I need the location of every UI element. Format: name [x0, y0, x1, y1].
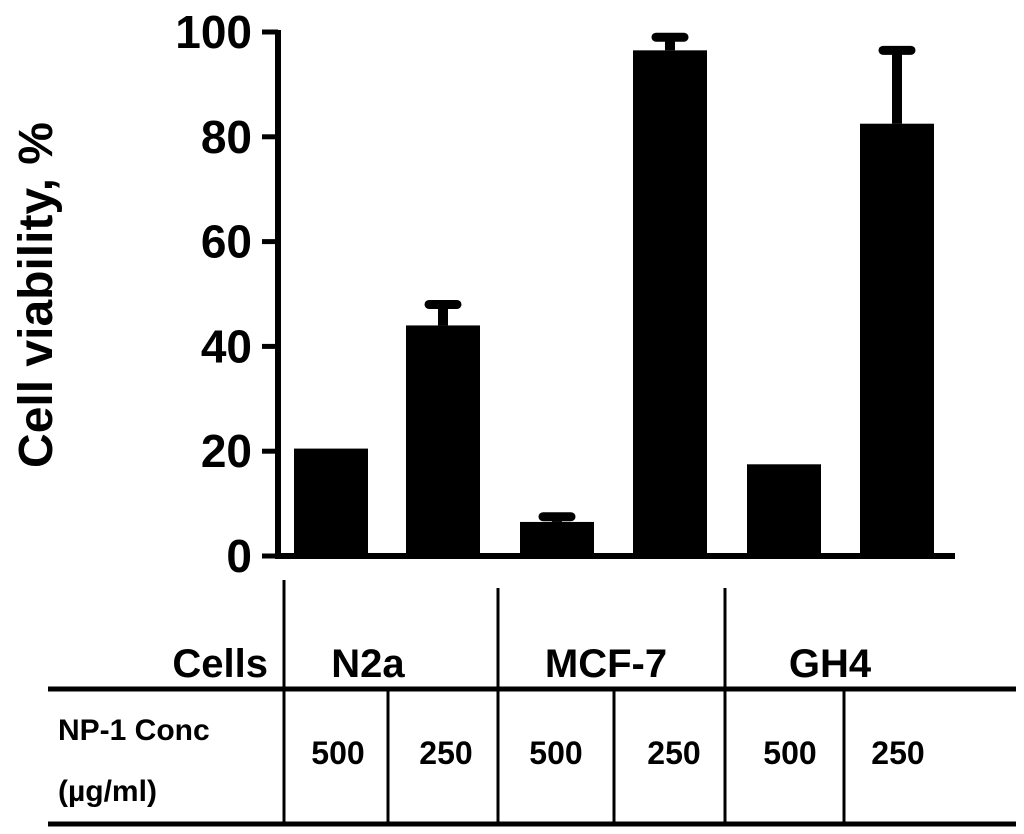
- y-ticks: 0 20 40 60 80 100: [175, 6, 278, 582]
- y-tick-label-40: 40: [201, 320, 252, 372]
- bars: [294, 50, 934, 557]
- conc-label-mcf7-500: 500: [529, 735, 582, 771]
- y-tick-label-0: 0: [226, 530, 252, 582]
- conc-label-n2a-500: 500: [311, 735, 364, 771]
- bar-mcf7-500: [520, 521, 594, 556]
- group-label-mcf7: MCF-7: [545, 642, 667, 686]
- table-header-conc-line2: (µg/ml): [58, 775, 157, 808]
- conc-label-mcf7-250: 250: [647, 735, 700, 771]
- bar-gh4-500: [747, 464, 821, 556]
- table-header-cells: Cells: [172, 642, 268, 686]
- conc-label-n2a-250: 250: [419, 735, 472, 771]
- y-tick-label-20: 20: [201, 425, 252, 477]
- bar-n2a-500: [294, 448, 368, 556]
- bar-mcf7-250: [633, 50, 707, 557]
- y-tick-label-100: 100: [175, 6, 252, 58]
- y-axis-title: Cell viability, %: [10, 122, 63, 468]
- group-label-gh4: GH4: [789, 642, 872, 686]
- y-tick-label-80: 80: [201, 111, 252, 163]
- error-bars: [424, 32, 916, 522]
- conc-label-gh4-500: 500: [763, 735, 816, 771]
- conc-label-gh4-250: 250: [871, 735, 924, 771]
- group-label-n2a: N2a: [331, 642, 405, 686]
- table-header-conc-line1: NP-1 Conc: [58, 714, 210, 747]
- y-tick-label-60: 60: [201, 216, 252, 268]
- bar-gh4-250: [860, 123, 934, 556]
- bar-n2a-250: [406, 325, 480, 556]
